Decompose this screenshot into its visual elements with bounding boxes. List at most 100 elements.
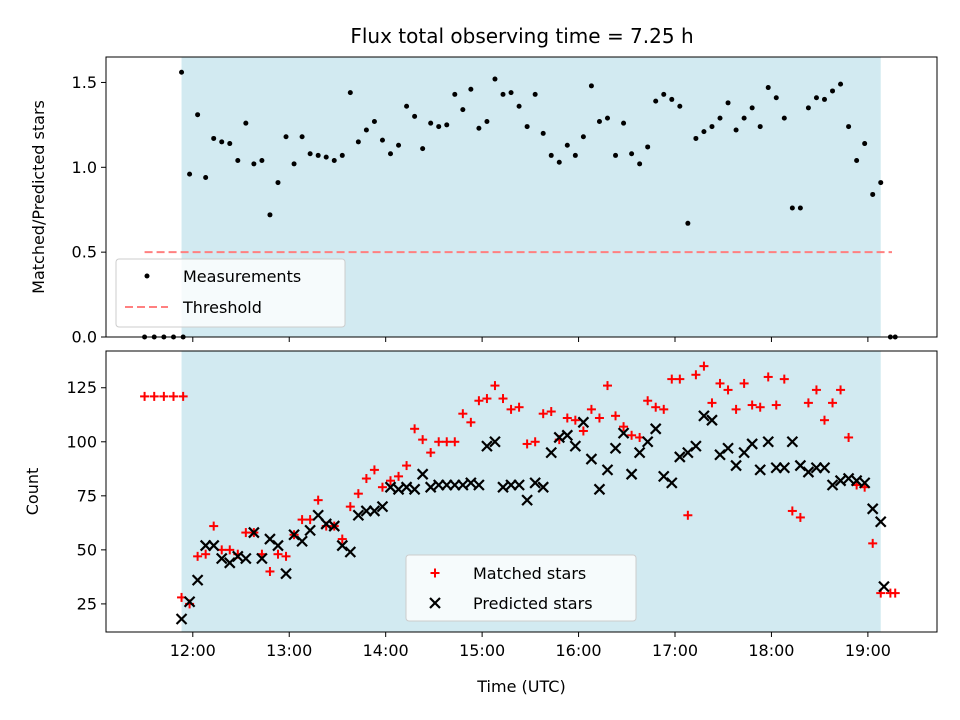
predicted-stars-point (802, 466, 815, 478)
y-tick-label: 75 (77, 486, 97, 505)
measurements-point (331, 158, 337, 164)
measurements-point (524, 124, 530, 130)
matched-stars-point (313, 495, 323, 505)
measurements-point (211, 135, 217, 141)
y-tick-label: 100 (66, 432, 97, 451)
predicted-stars-point (473, 479, 485, 491)
legend-label-measurements: Measurements (183, 267, 301, 286)
measurements-point (661, 91, 667, 97)
measurements-point (709, 124, 715, 130)
legend-x-glyph (429, 597, 441, 609)
predicted-stars-point (730, 459, 742, 472)
matched-stars-point (241, 528, 251, 538)
matched-stars-point (418, 435, 428, 445)
predicted-stars-point (457, 479, 469, 491)
measurements-point (187, 171, 193, 177)
predicted-stars-point (706, 414, 718, 426)
measurements-point (588, 83, 594, 89)
matched-stars-point (739, 378, 749, 388)
matched-stars-point (273, 549, 283, 559)
x-tick-label: 15:00 (459, 641, 505, 660)
matched-stars-point (715, 378, 725, 388)
bottom-y-ticks: 25 50 75 100 125 (66, 378, 106, 613)
matched-stars-point (667, 374, 677, 384)
predicted-stars-point (874, 515, 887, 528)
measurements-point (452, 91, 458, 97)
matched-stars-point (369, 465, 379, 475)
predicted-stars-point (296, 535, 308, 547)
matched-stars-point (434, 437, 444, 447)
predicted-stars-point (513, 479, 525, 491)
measurements-point (267, 212, 273, 218)
predicted-stars-point (175, 613, 188, 625)
top-marks (142, 69, 898, 340)
measurements-point (347, 90, 353, 96)
measurements-point (396, 142, 402, 148)
measurements-point (299, 134, 305, 140)
matched-stars-point (522, 439, 532, 449)
predicted-stars-point (521, 494, 533, 506)
top-subplot: 0.0 0.5 1.0 1.5 Matched/Predicted stars Mea… (29, 56, 938, 347)
legend-label-threshold: Threshold (182, 298, 262, 317)
measurements-point (701, 129, 707, 135)
legend-marker-matched-stars (430, 568, 440, 578)
measurements-point (613, 152, 619, 158)
measurements-point (813, 95, 819, 101)
predicted-stars-point (529, 477, 541, 489)
matched-stars-point (159, 391, 169, 401)
matched-stars-point (811, 385, 821, 395)
measurements-point (741, 115, 747, 121)
predicted-stars-point (272, 539, 284, 552)
predicted-stars-point (344, 546, 357, 558)
predicted-stars-point (312, 509, 324, 522)
predicted-stars-point (738, 446, 750, 459)
predicted-stars-point (617, 427, 630, 439)
measurements-point (516, 103, 522, 109)
predicted-stars-point (858, 477, 871, 489)
predicted-stars-point (328, 520, 341, 532)
legend-label-matched-stars: Matched stars (473, 564, 586, 583)
measurements-point (412, 113, 418, 119)
predicted-stars-point (248, 526, 260, 539)
measurements-point (580, 134, 586, 140)
measurements-point (339, 152, 345, 158)
matched-stars-point (353, 489, 363, 499)
x-tick-label: 13:00 (266, 641, 312, 660)
top-legend: Measurements Threshold (115, 258, 346, 328)
matched-stars-point (490, 381, 500, 391)
predicted-stars-point (625, 468, 638, 480)
predicted-stars-point (641, 436, 654, 448)
measurements-point (283, 134, 289, 140)
y-tick-label: 1.0 (72, 158, 97, 177)
matched-stars-point (361, 474, 371, 484)
bottom-x-axis-label: Time (UTC) (476, 677, 565, 696)
measurements-point (275, 180, 281, 186)
matched-stars-point (442, 437, 452, 447)
measurements-point (564, 142, 570, 148)
predicted-stars-point (786, 436, 799, 448)
predicted-stars-point (368, 505, 381, 517)
predicted-stars-point (778, 461, 791, 474)
measurements-point (653, 98, 659, 104)
matched-stars-point (201, 549, 211, 559)
measurements-point (556, 159, 562, 165)
predicted-stars-point (424, 481, 437, 493)
top-plot-frame (105, 56, 938, 338)
measurements-point (781, 115, 787, 121)
predicted-stars-point (280, 567, 292, 580)
matched-stars-point (426, 448, 436, 458)
predicted-stars-point (698, 410, 710, 422)
predicted-stars-point (320, 518, 332, 530)
matched-stars-point (795, 512, 805, 522)
matched-stars-point (178, 391, 188, 401)
matched-stars-point (787, 506, 797, 516)
top-y-axis-label: Matched/Predicted stars (29, 100, 48, 294)
measurements-point (355, 139, 361, 145)
measurements-point (685, 220, 691, 226)
measurements-point (484, 118, 490, 124)
matched-stars-point (586, 404, 596, 414)
measurements-point (371, 118, 377, 124)
x-tick-label: 12:00 (170, 641, 216, 660)
x-tick-label: 16:00 (556, 641, 602, 660)
matched-stars-point (410, 424, 420, 434)
